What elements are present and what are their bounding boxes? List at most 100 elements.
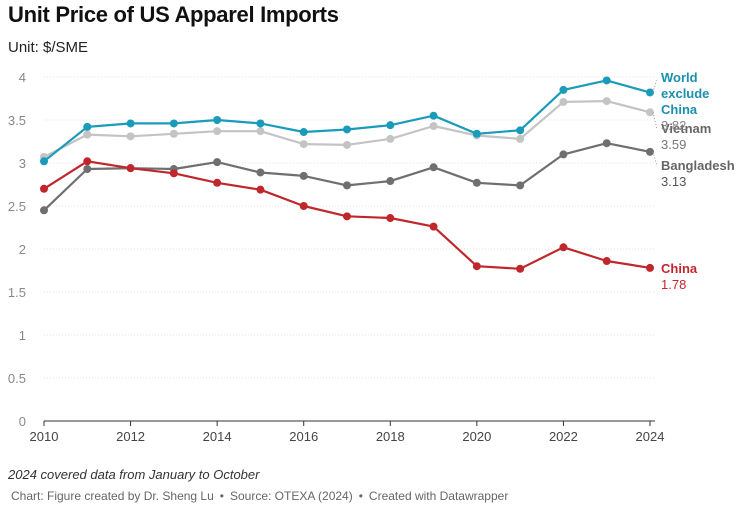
data-point-china — [256, 185, 265, 194]
grid-lines — [44, 76, 655, 422]
label-connector-world-exclude-china — [652, 77, 658, 93]
data-point-vietnam — [126, 132, 135, 141]
data-point-china — [343, 212, 351, 221]
data-point-world-exclude-china — [386, 121, 395, 130]
series-end-value-world-exclude-china: 3.82 — [661, 118, 686, 133]
data-point-china — [386, 214, 395, 223]
data-point-world-exclude-china — [429, 111, 438, 120]
y-tick-label: 1 — [19, 328, 26, 343]
data-point-world-exclude-china — [516, 126, 525, 135]
y-tick-label: 4 — [19, 70, 26, 85]
data-point-bangladesh — [559, 150, 568, 159]
data-point-world-exclude-china — [256, 119, 265, 128]
data-point-bangladesh — [299, 171, 308, 180]
data-point-bangladesh — [602, 139, 611, 148]
data-point-china — [602, 257, 611, 266]
data-point-bangladesh — [343, 181, 351, 190]
data-point-china — [516, 264, 525, 273]
footer-chart-credit: Chart: Figure created by Dr. Sheng Lu — [11, 489, 214, 503]
y-tick-label: 2 — [19, 242, 26, 257]
y-tick-label: 3 — [19, 156, 26, 171]
data-point-world-exclude-china — [213, 116, 222, 124]
y-tick-label: 3.5 — [8, 113, 26, 128]
chart-note: 2024 covered data from January to Octobe… — [8, 467, 260, 482]
data-point-china — [299, 202, 308, 210]
data-point-china — [646, 263, 654, 272]
data-point-bangladesh — [40, 206, 48, 215]
y-tick-label: 2.5 — [8, 199, 26, 214]
data-point-vietnam — [516, 134, 525, 143]
axis-labels: 0 0.5 1 1.5 2 2.5 3 3.5 4 2010 2012 2014 2016 2018 202… — [8, 70, 665, 444]
series-label-world-exclude-china: World — [661, 70, 698, 85]
y-tick-label: 0 — [19, 414, 26, 429]
series-label-world-exclude-china: exclude — [661, 86, 709, 101]
data-point-world-exclude-china — [559, 85, 568, 94]
data-point-world-exclude-china — [169, 119, 178, 128]
data-point-world-exclude-china — [472, 129, 481, 138]
data-point-china — [83, 157, 92, 166]
series-lines — [40, 76, 654, 273]
data-point-world-exclude-china — [646, 88, 654, 97]
x-tick-label: 2022 — [549, 429, 578, 444]
data-point-bangladesh — [516, 181, 525, 190]
series-labels: Vietnam3.59Bangladesh3.13China1.78Worlde… — [652, 70, 735, 292]
data-point-china — [559, 243, 568, 252]
x-tick-label: 2012 — [116, 429, 145, 444]
data-point-bangladesh — [472, 178, 481, 187]
data-point-bangladesh — [256, 168, 265, 177]
data-point-vietnam — [429, 122, 438, 131]
chart-subtitle: Unit: $/SME — [8, 39, 89, 56]
series-label-china: China — [661, 261, 698, 276]
series-label-vietnam: Vietnam — [661, 121, 711, 136]
data-point-world-exclude-china — [126, 119, 135, 128]
footer-separator-1: • — [219, 489, 224, 503]
series-end-value-vietnam: 3.59 — [661, 137, 686, 152]
data-point-world-exclude-china — [299, 128, 308, 137]
series-line-world-exclude-china — [43, 79, 651, 163]
y-tick-label: 0.5 — [8, 371, 26, 386]
footer-tool: Created with Datawrapper — [368, 489, 509, 503]
label-connector-vietnam — [652, 112, 658, 130]
data-point-china — [472, 262, 481, 271]
series-line-bangladesh — [43, 142, 651, 212]
data-point-china — [169, 169, 178, 178]
data-point-vietnam — [559, 97, 568, 106]
y-tick-label: 1.5 — [8, 285, 26, 300]
data-point-bangladesh — [386, 177, 395, 186]
footer-separator-2: • — [358, 489, 363, 503]
x-tick-label: 2016 — [289, 429, 318, 444]
data-point-vietnam — [213, 127, 222, 136]
series-label-bangladesh: Bangladesh — [661, 158, 735, 173]
data-point-china — [213, 178, 222, 187]
x-tick-label: 2014 — [203, 429, 232, 444]
data-point-vietnam — [386, 134, 395, 143]
data-point-bangladesh — [429, 163, 438, 172]
label-connector-bangladesh — [652, 151, 658, 167]
data-point-world-exclude-china — [343, 125, 351, 134]
series-end-value-china: 1.78 — [661, 277, 686, 292]
x-tick-label: 2018 — [376, 429, 405, 444]
data-point-vietnam — [169, 129, 178, 138]
chart-footer: Chart: Figure created by Dr. Sheng Lu • So… — [8, 489, 511, 503]
data-point-bangladesh — [646, 147, 654, 156]
data-point-china — [126, 164, 135, 173]
data-point-world-exclude-china — [83, 122, 92, 131]
x-tick-label: 2024 — [636, 429, 665, 444]
x-tick-label: 2020 — [462, 429, 491, 444]
series-label-world-exclude-china: China — [661, 102, 698, 117]
data-point-vietnam — [256, 127, 265, 136]
chart-title: Unit Price of US Apparel Imports — [8, 2, 339, 27]
x-tick-label: 2010 — [30, 429, 59, 444]
data-point-vietnam — [343, 140, 351, 149]
data-point-china — [40, 184, 48, 193]
data-point-vietnam — [602, 97, 611, 106]
footer-source: Source: OTEXA (2024) — [229, 489, 353, 503]
data-point-vietnam — [299, 140, 308, 149]
data-point-china — [429, 222, 438, 231]
data-point-world-exclude-china — [40, 157, 48, 166]
data-point-vietnam — [646, 108, 654, 117]
data-point-world-exclude-china — [602, 76, 611, 85]
data-point-bangladesh — [83, 165, 92, 174]
data-point-bangladesh — [213, 158, 222, 167]
